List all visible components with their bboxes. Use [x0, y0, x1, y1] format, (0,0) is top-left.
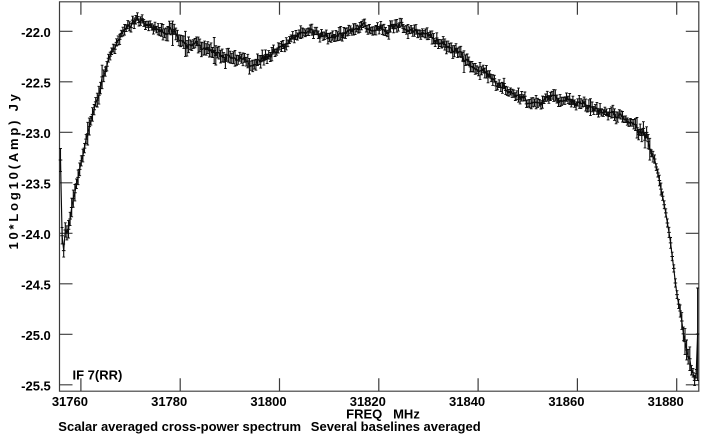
svg-text:31780: 31780: [151, 394, 187, 409]
svg-text:31860: 31860: [548, 394, 584, 409]
svg-text:31880: 31880: [648, 394, 684, 409]
svg-text:-22.0: -22.0: [21, 25, 51, 40]
svg-text:10*Log10(Amp) Jy: 10*Log10(Amp) Jy: [6, 91, 21, 249]
svg-text:-24.0: -24.0: [21, 227, 51, 242]
svg-text:31820: 31820: [350, 394, 386, 409]
svg-text:31800: 31800: [250, 394, 286, 409]
svg-text:-25.5: -25.5: [21, 379, 51, 394]
svg-text:Several baselines averaged: Several baselines averaged: [311, 419, 481, 434]
svg-text:-23.5: -23.5: [21, 177, 51, 192]
svg-text:-24.5: -24.5: [21, 278, 51, 293]
svg-text:-22.5: -22.5: [21, 76, 51, 91]
svg-text:31760: 31760: [52, 394, 88, 409]
svg-text:Scalar averaged cross-power sp: Scalar averaged cross-power spectrum: [58, 419, 301, 434]
svg-text:FREQ MHz: FREQ MHz: [346, 406, 420, 421]
svg-text:IF 7(RR): IF 7(RR): [73, 368, 123, 383]
svg-text:-25.0: -25.0: [21, 328, 51, 343]
svg-text:31840: 31840: [449, 394, 485, 409]
svg-text:-23.0: -23.0: [21, 126, 51, 141]
